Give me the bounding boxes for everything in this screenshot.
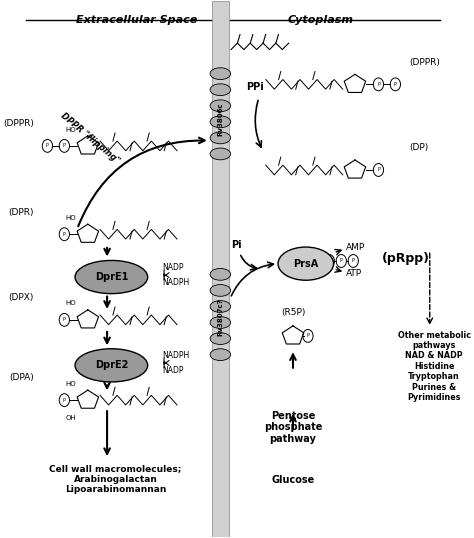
Text: Extracellular Space: Extracellular Space	[76, 15, 198, 25]
Text: Other metabolic
pathways
NAD & NADP
Histidine
Tryptophan
Purines &
Pyrimidines: Other metabolic pathways NAD & NADP Hist…	[398, 330, 471, 402]
Text: P: P	[307, 334, 310, 338]
Text: DprE2: DprE2	[95, 360, 128, 370]
Text: (DPPR): (DPPR)	[409, 58, 440, 67]
Text: ATP: ATP	[346, 269, 363, 278]
Text: +: +	[295, 251, 308, 266]
Text: P: P	[63, 317, 66, 322]
Ellipse shape	[210, 116, 230, 128]
Text: DprE1: DprE1	[95, 272, 128, 282]
Text: P: P	[377, 167, 380, 173]
Text: P: P	[377, 82, 380, 87]
Ellipse shape	[210, 84, 230, 96]
Text: P: P	[46, 144, 49, 148]
Text: P: P	[63, 144, 66, 148]
Text: Rv3807c?: Rv3807c?	[218, 298, 223, 336]
Text: (DP): (DP)	[409, 143, 428, 152]
Text: NADPH: NADPH	[163, 351, 190, 360]
Text: P: P	[352, 258, 355, 264]
Text: Glucose: Glucose	[271, 475, 315, 485]
Text: (DPX): (DPX)	[9, 293, 34, 302]
Text: HO: HO	[65, 300, 76, 307]
Text: NADPH: NADPH	[163, 279, 190, 287]
Text: HO: HO	[65, 215, 76, 221]
Ellipse shape	[75, 260, 148, 294]
Ellipse shape	[210, 68, 230, 80]
Text: P: P	[328, 258, 331, 264]
Text: Pi: Pi	[231, 240, 242, 250]
Text: AMP: AMP	[346, 243, 365, 252]
Text: NADP: NADP	[163, 264, 184, 272]
Ellipse shape	[210, 100, 230, 112]
Ellipse shape	[210, 148, 230, 160]
Text: PPi: PPi	[246, 82, 264, 92]
Text: (DPR): (DPR)	[9, 208, 34, 217]
Ellipse shape	[210, 285, 230, 296]
Text: Pentose
phosphate
pathway: Pentose phosphate pathway	[264, 411, 322, 444]
Ellipse shape	[210, 332, 230, 344]
Text: OH: OH	[65, 415, 76, 421]
Bar	[212, 2, 229, 536]
Ellipse shape	[278, 247, 334, 280]
Text: Cytoplasm: Cytoplasm	[288, 15, 354, 25]
Ellipse shape	[210, 301, 230, 313]
Text: (R5P): (R5P)	[281, 308, 305, 317]
Text: Cell wall macromolecules;
Arabinogalactan
Lipoarabinomannan: Cell wall macromolecules; Arabinogalacta…	[49, 464, 182, 494]
Text: (pRpp): (pRpp)	[382, 252, 430, 265]
Text: HO: HO	[65, 381, 76, 387]
Text: Rv3806c: Rv3806c	[218, 102, 223, 136]
Text: PrsA: PrsA	[293, 259, 319, 268]
Text: DPPR "flipping": DPPR "flipping"	[59, 111, 121, 165]
Text: NADP: NADP	[163, 366, 184, 375]
Ellipse shape	[75, 349, 148, 382]
Text: HO: HO	[65, 126, 76, 132]
Ellipse shape	[210, 132, 230, 144]
Text: (DPA): (DPA)	[9, 373, 34, 383]
Ellipse shape	[210, 317, 230, 328]
Ellipse shape	[210, 349, 230, 360]
Text: P: P	[63, 398, 66, 402]
Text: P: P	[63, 232, 66, 237]
Ellipse shape	[210, 268, 230, 280]
Text: P: P	[394, 82, 397, 87]
Text: (DPPR): (DPPR)	[3, 119, 34, 128]
Text: P: P	[340, 258, 343, 264]
